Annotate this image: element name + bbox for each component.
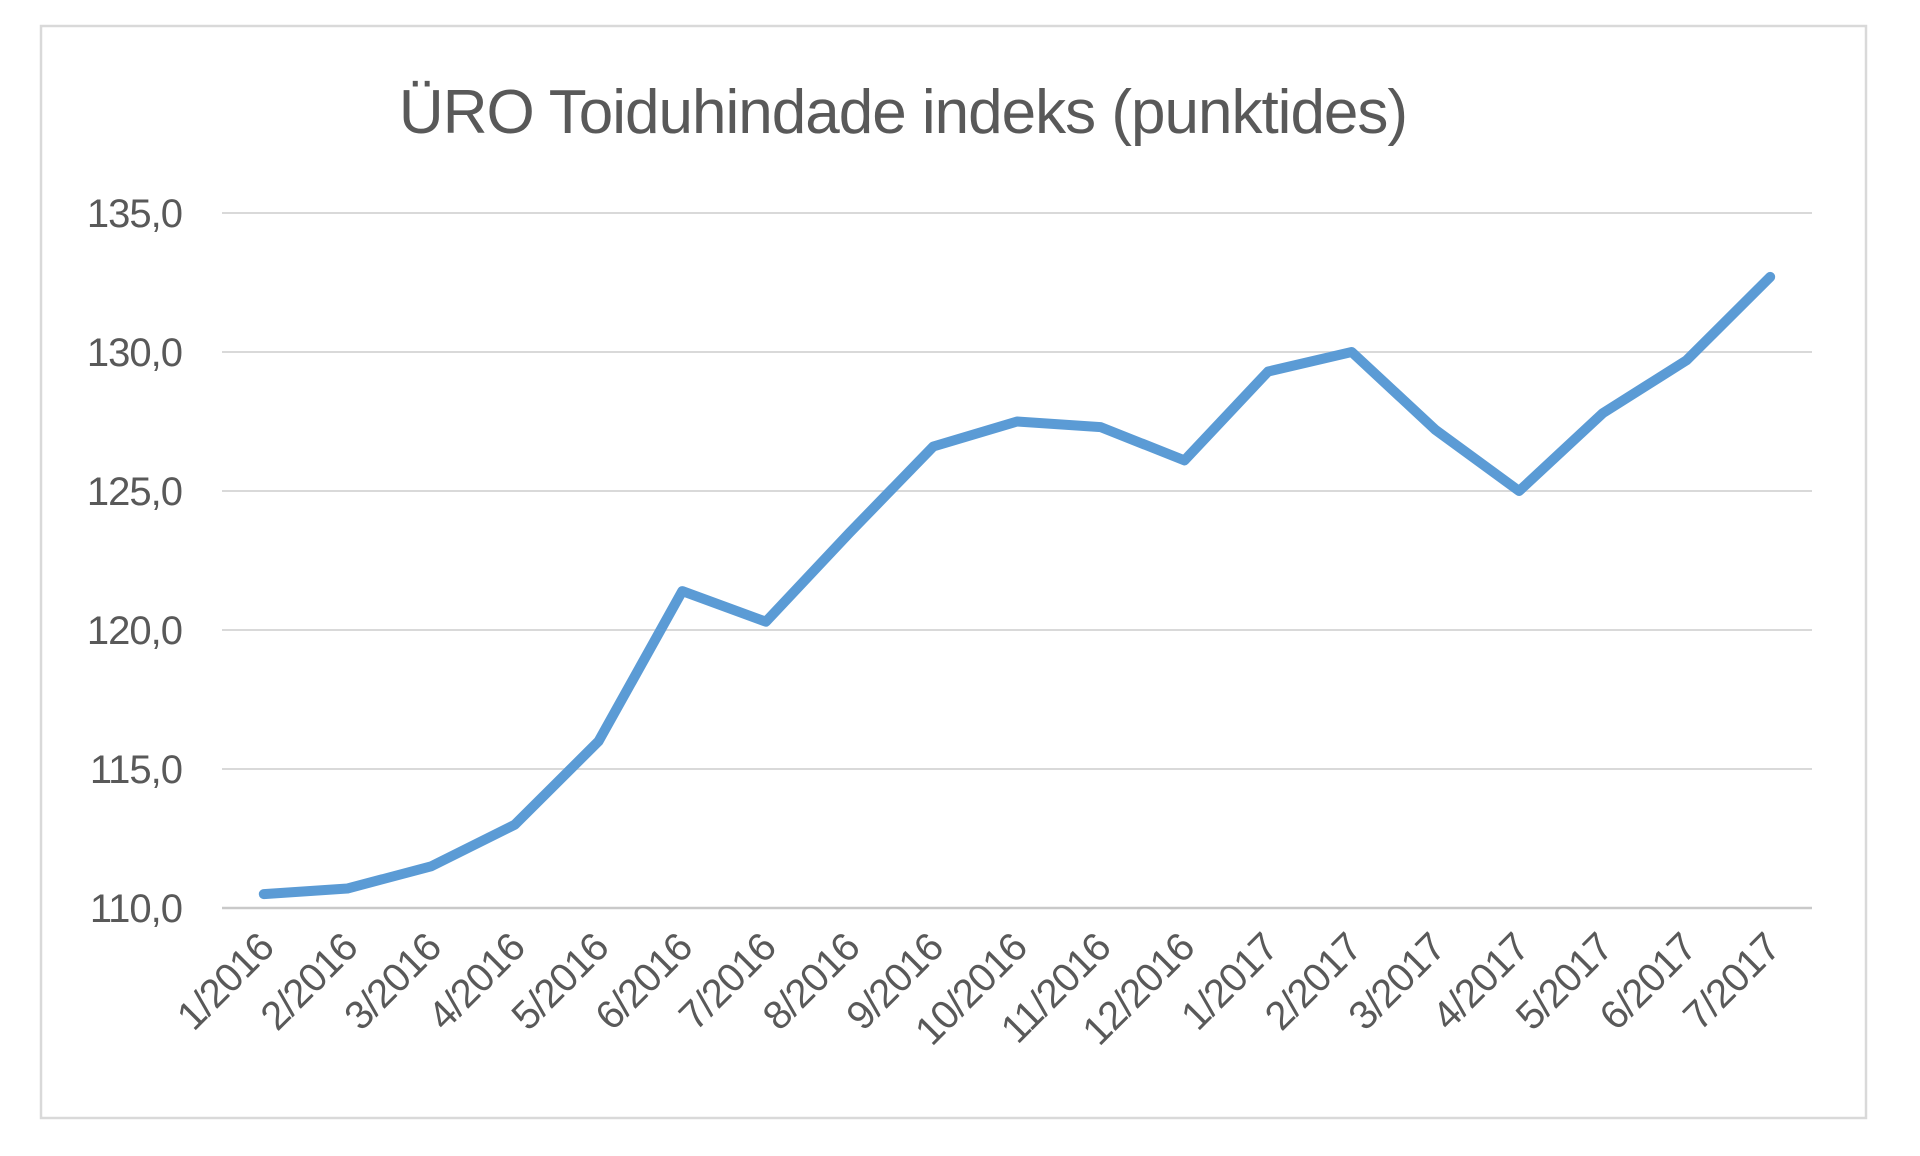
series-group (258, 271, 1776, 900)
y-tick-label: 115,0 (90, 748, 182, 792)
y-axis-labels-group: 110,0 115,0 120,0 125,0 130,0 135,0 (87, 192, 183, 931)
y-tick-label: 135,0 (87, 192, 182, 236)
chart-frame (39, 24, 1868, 1120)
data-line (258, 271, 1776, 900)
y-tick-label: 125,0 (87, 470, 182, 514)
y-tick-label: 130,0 (87, 331, 182, 375)
y-tick-label: 110,0 (90, 887, 182, 931)
y-tick-label: 120,0 (87, 609, 182, 653)
gridlines-group (222, 212, 1812, 910)
chart-title: ÜRO Toiduhindade indeks (punktides) (399, 78, 1407, 147)
